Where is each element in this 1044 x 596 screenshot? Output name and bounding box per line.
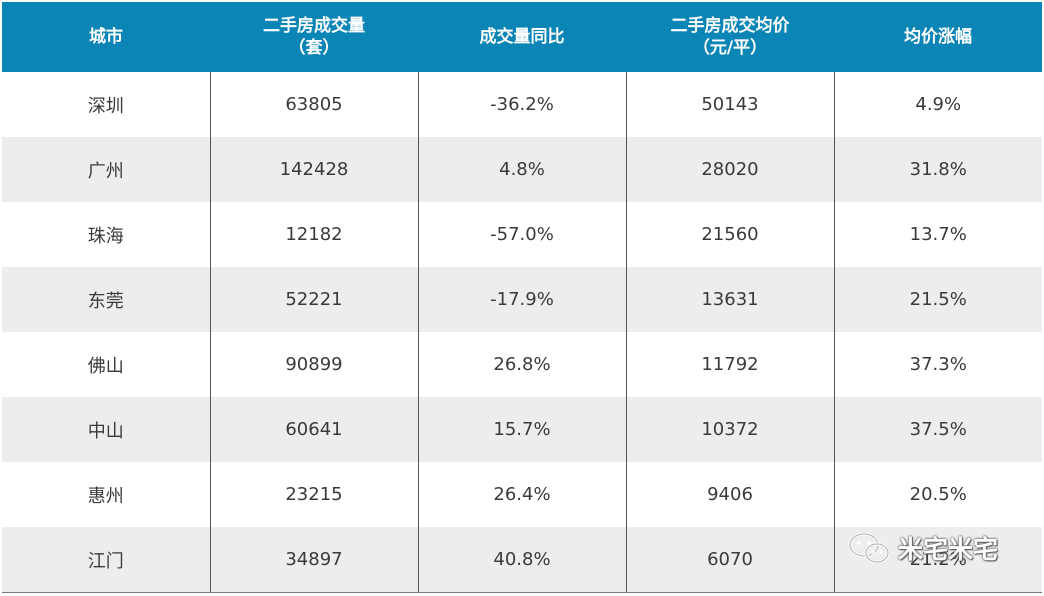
header-volume-yoy-text: 成交量同比 <box>479 27 565 47</box>
cell-volume-yoy: 4.8% <box>417 137 626 202</box>
cell-city: 深圳 <box>2 72 210 137</box>
cell-volume-yoy: 40.8% <box>417 527 626 593</box>
cell-price-growth: 21.5% <box>833 267 1042 332</box>
table-row: 江门 34897 40.8% 6070 21.2% <box>2 527 1042 593</box>
cell-volume: 142428 <box>209 137 418 202</box>
header-price-growth-text: 均价涨幅 <box>904 27 972 47</box>
cell-volume: 23215 <box>209 462 418 527</box>
cell-price-growth: 20.5% <box>833 462 1042 527</box>
cell-volume: 12182 <box>209 202 418 267</box>
table-header: 城市 二手房成交量 （套） 成交量同比 二手房成交均价 （元/平） 均价涨幅 <box>2 2 1042 72</box>
cell-city: 东莞 <box>2 267 210 332</box>
cell-price-growth: 4.9% <box>833 72 1042 137</box>
cell-city: 惠州 <box>2 462 210 527</box>
header-avg-price-line2: （元/平） <box>692 38 768 58</box>
wechat-icon <box>848 532 890 564</box>
cell-price-growth: 31.8% <box>833 137 1042 202</box>
cell-avg-price: 10372 <box>625 397 834 462</box>
table-body: 深圳 63805 -36.2% 50143 4.9% 广州 142428 4.8% 28020 3… <box>2 72 1042 593</box>
cell-volume-yoy: 26.8% <box>417 332 626 397</box>
cell-avg-price: 50143 <box>625 72 834 137</box>
table-row: 东莞 52221 -17.9% 13631 21.5% <box>2 267 1042 332</box>
cell-avg-price: 28020 <box>625 137 834 202</box>
table-row: 深圳 63805 -36.2% 50143 4.9% <box>2 72 1042 137</box>
cell-volume-yoy: -36.2% <box>417 72 626 137</box>
cell-city: 中山 <box>2 397 210 462</box>
table-row: 珠海 12182 -57.0% 21560 13.7% <box>2 202 1042 267</box>
header-price-growth: 均价涨幅 <box>834 2 1042 72</box>
header-volume: 二手房成交量 （套） <box>210 2 418 72</box>
cell-avg-price: 13631 <box>625 267 834 332</box>
cell-price-growth: 37.3% <box>833 332 1042 397</box>
cell-volume: 63805 <box>209 72 418 137</box>
header-avg-price: 二手房成交均价 （元/平） <box>626 2 834 72</box>
cell-city: 广州 <box>2 137 210 202</box>
cell-avg-price: 21560 <box>625 202 834 267</box>
header-city-text: 城市 <box>89 27 123 47</box>
table-row: 佛山 90899 26.8% 11792 37.3% <box>2 332 1042 397</box>
table-row: 广州 142428 4.8% 28020 31.8% <box>2 137 1042 202</box>
cell-volume-yoy: -57.0% <box>417 202 626 267</box>
cell-city: 佛山 <box>2 332 210 397</box>
cell-volume-yoy: 15.7% <box>417 397 626 462</box>
header-row: 城市 二手房成交量 （套） 成交量同比 二手房成交均价 （元/平） 均价涨幅 <box>2 2 1042 72</box>
cell-price-growth: 13.7% <box>833 202 1042 267</box>
cell-price-growth: 37.5% <box>833 397 1042 462</box>
cell-avg-price: 11792 <box>625 332 834 397</box>
header-volume-yoy: 成交量同比 <box>418 2 626 72</box>
cell-volume: 90899 <box>209 332 418 397</box>
header-volume-line2: （套） <box>288 38 340 58</box>
watermark-text: 米宅米宅 <box>898 535 999 564</box>
cell-volume: 34897 <box>209 527 418 593</box>
header-avg-price-line1: 二手房成交均价 <box>670 16 790 36</box>
cell-volume-yoy: 26.4% <box>417 462 626 527</box>
cell-volume: 52221 <box>209 267 418 332</box>
cell-avg-price: 9406 <box>625 462 834 527</box>
cell-volume-yoy: -17.9% <box>417 267 626 332</box>
watermark: 米宅米宅 <box>848 528 998 568</box>
header-volume-line1: 二手房成交量 <box>263 16 365 36</box>
table-row: 中山 60641 15.7% 10372 37.5% <box>2 397 1042 462</box>
table-row: 惠州 23215 26.4% 9406 20.5% <box>2 462 1042 527</box>
cell-avg-price: 6070 <box>625 527 834 593</box>
header-city: 城市 <box>2 2 210 72</box>
cell-city: 江门 <box>2 527 210 593</box>
cell-volume: 60641 <box>209 397 418 462</box>
cell-city: 珠海 <box>2 202 210 267</box>
